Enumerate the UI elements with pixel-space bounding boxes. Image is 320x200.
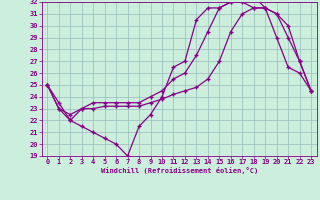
X-axis label: Windchill (Refroidissement éolien,°C): Windchill (Refroidissement éolien,°C): [100, 167, 258, 174]
